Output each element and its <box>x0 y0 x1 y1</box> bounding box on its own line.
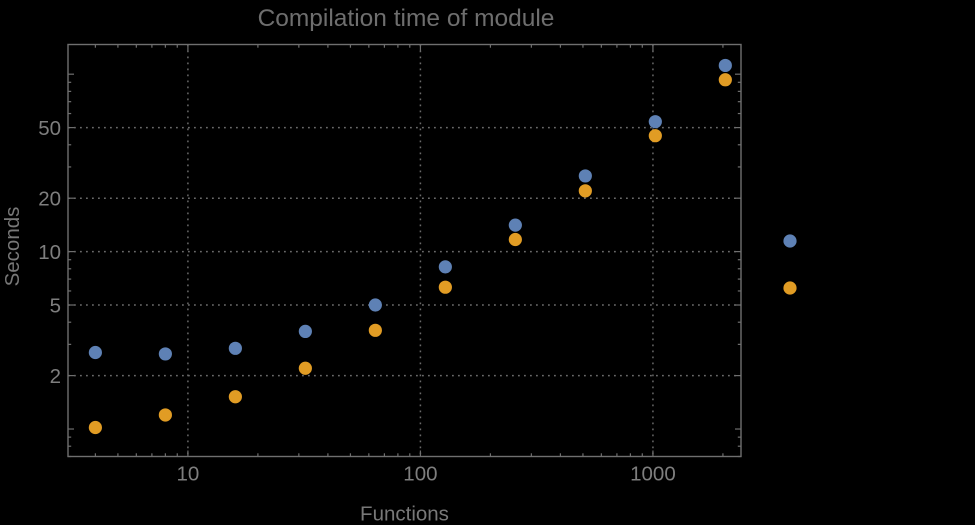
data-point-series-1-x4 <box>88 345 102 360</box>
y-tick-label-10: 10 <box>38 241 61 264</box>
data-point-series-2-x512 <box>578 184 592 198</box>
data-point-series-1-x2048 <box>718 58 732 73</box>
plot-frame <box>67 43 742 458</box>
legend-marker-series-1 <box>783 234 797 248</box>
y-tick-label-50: 50 <box>38 117 61 140</box>
data-point-series-2-x4 <box>88 420 102 435</box>
data-point-series-2-x32 <box>298 361 312 375</box>
data-point-series-2-x128 <box>438 280 452 294</box>
data-point-series-1-x64 <box>368 298 382 312</box>
data-point-series-2-x64 <box>368 323 382 337</box>
data-point-series-2-x16 <box>228 390 242 404</box>
y-tick-label-20: 20 <box>38 187 61 210</box>
data-point-series-1-x16 <box>228 341 242 355</box>
data-point-series-2-x1024 <box>648 129 662 143</box>
chart-title: Compilation time of module <box>258 5 555 32</box>
y-tick-label-2: 2 <box>50 365 61 388</box>
x-tick-label-1000: 1000 <box>630 463 676 486</box>
data-point-series-2-x2048 <box>718 73 732 87</box>
data-point-series-1-x1024 <box>648 115 662 129</box>
legend-marker-series-2 <box>783 281 797 295</box>
x-tick-label-10: 10 <box>177 463 200 486</box>
data-point-series-2-x8 <box>158 408 172 422</box>
y-tick-label-5: 5 <box>50 294 61 317</box>
data-point-series-1-x32 <box>298 324 312 338</box>
data-point-series-1-x128 <box>438 260 452 274</box>
data-point-series-1-x512 <box>578 169 592 183</box>
y-axis-label: Seconds <box>1 207 24 287</box>
x-axis-label: Functions <box>360 503 449 525</box>
data-point-series-1-x8 <box>158 347 172 361</box>
data-point-series-2-x256 <box>508 232 522 247</box>
x-tick-label-100: 100 <box>403 463 437 486</box>
data-point-series-1-x256 <box>508 218 522 232</box>
